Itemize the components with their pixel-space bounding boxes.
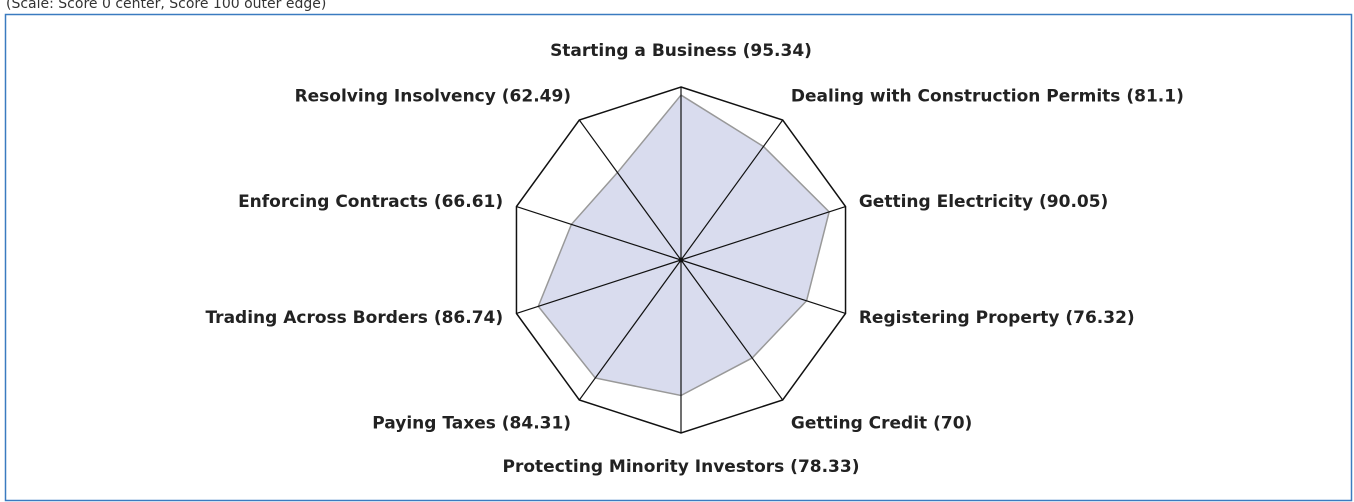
category-label: Paying Taxes [372, 413, 496, 433]
value-label: (90.05) [1039, 192, 1108, 212]
category-label: Starting a Business [550, 41, 737, 61]
spoke [680, 205, 846, 261]
axis-label: Enforcing Contracts (66.61) [238, 192, 503, 212]
value-label: (70) [933, 413, 972, 433]
category-label: Registering Property [859, 308, 1060, 328]
axis-label: Registering Property (76.32) [859, 308, 1135, 328]
center [678, 257, 684, 263]
category-label: Enforcing Contracts [238, 192, 428, 212]
value-label: (76.32) [1065, 308, 1134, 328]
axis-label: Resolving Insolvency (62.49) [295, 87, 572, 107]
spoke [680, 259, 846, 315]
value-label: (81.1) [1126, 87, 1183, 107]
data-area [537, 94, 830, 397]
spoke [680, 259, 784, 401]
axis-label: Paying Taxes (84.31) [372, 413, 571, 433]
category-label: Getting Electricity [859, 192, 1033, 212]
spoke [516, 259, 682, 315]
category-label: Protecting Minority Investors [503, 457, 785, 477]
value-label: (66.61) [434, 192, 503, 212]
spoke [578, 259, 682, 401]
axis-label: Dealing with Construction Permits (81.1) [791, 87, 1184, 107]
category-label: Getting Credit [791, 413, 927, 433]
spoke [680, 119, 784, 261]
value-label: (86.74) [434, 308, 503, 328]
frame [4, 13, 1353, 502]
value-label: (95.34) [743, 41, 812, 61]
chart-subtitle: (Scale: Score 0 center, Score 100 outer … [6, 0, 326, 12]
axis-label: Starting a Business (95.34) [550, 41, 812, 61]
axis-label: Trading Across Borders (86.74) [205, 308, 503, 328]
category-label: Trading Across Borders [205, 308, 427, 328]
value-label: (84.31) [502, 413, 571, 433]
category-label: Dealing with Construction Permits [791, 87, 1121, 107]
spoke [516, 205, 682, 261]
spoke [578, 119, 682, 261]
axis-label: Protecting Minority Investors (78.33) [503, 457, 860, 477]
axis-label: Getting Credit (70) [791, 413, 972, 433]
value-label: (78.33) [790, 457, 859, 477]
axis-label: Getting Electricity (90.05) [859, 192, 1108, 212]
category-label: Resolving Insolvency [295, 87, 496, 107]
value-label: (62.49) [502, 87, 571, 107]
